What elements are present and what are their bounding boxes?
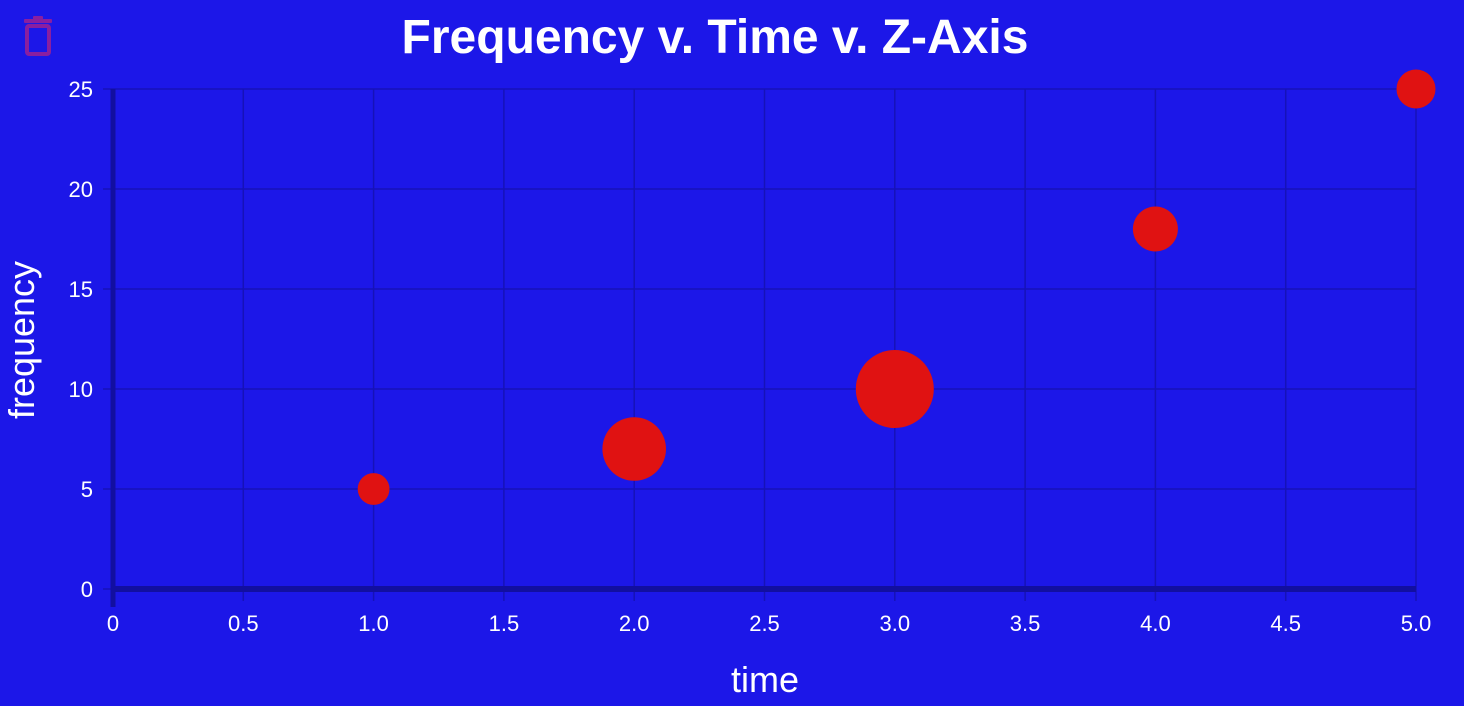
- x-tick-label: 1.5: [489, 611, 520, 636]
- y-tick-label: 15: [69, 277, 93, 302]
- x-tick-label: 0: [107, 611, 119, 636]
- y-tick-label: 10: [69, 377, 93, 402]
- x-axis-label: time: [731, 659, 799, 700]
- x-tick-label: 5.0: [1401, 611, 1432, 636]
- bubble-point[interactable]: [357, 473, 390, 505]
- tick-labels: 0 0.5 1.0 1.5 2.0 2.5 3.0 3.5 4.0 4.5 5.0 0 5 10 15 20 2…: [69, 77, 1432, 636]
- y-tick-label: 5: [81, 477, 93, 502]
- x-tick-label: 1.0: [358, 611, 389, 636]
- bubble-point[interactable]: [1396, 69, 1436, 109]
- x-tick-label: 4.0: [1140, 611, 1171, 636]
- x-tick-label: 4.5: [1270, 611, 1301, 636]
- x-tick-label: 2.5: [749, 611, 780, 636]
- bubble-point[interactable]: [855, 350, 934, 428]
- x-tick-label: 2.0: [619, 611, 650, 636]
- bubble-point[interactable]: [1132, 206, 1178, 252]
- x-tick-label: 3.0: [880, 611, 911, 636]
- chart-title: Frequency v. Time v. Z-Axis: [402, 11, 1029, 64]
- trash-icon: [24, 16, 52, 56]
- y-axis-label: frequency: [1, 261, 42, 419]
- axes: [110, 89, 1416, 607]
- y-tick-label: 20: [69, 177, 93, 202]
- x-tick-label: 0.5: [228, 611, 259, 636]
- bubble-point[interactable]: [602, 417, 666, 481]
- y-tick-label: 0: [81, 577, 93, 602]
- y-tick-label: 25: [69, 77, 93, 102]
- grid: [103, 88, 1417, 601]
- bubble-series: [357, 69, 1436, 505]
- delete-button[interactable]: [22, 16, 54, 56]
- x-tick-label: 3.5: [1010, 611, 1041, 636]
